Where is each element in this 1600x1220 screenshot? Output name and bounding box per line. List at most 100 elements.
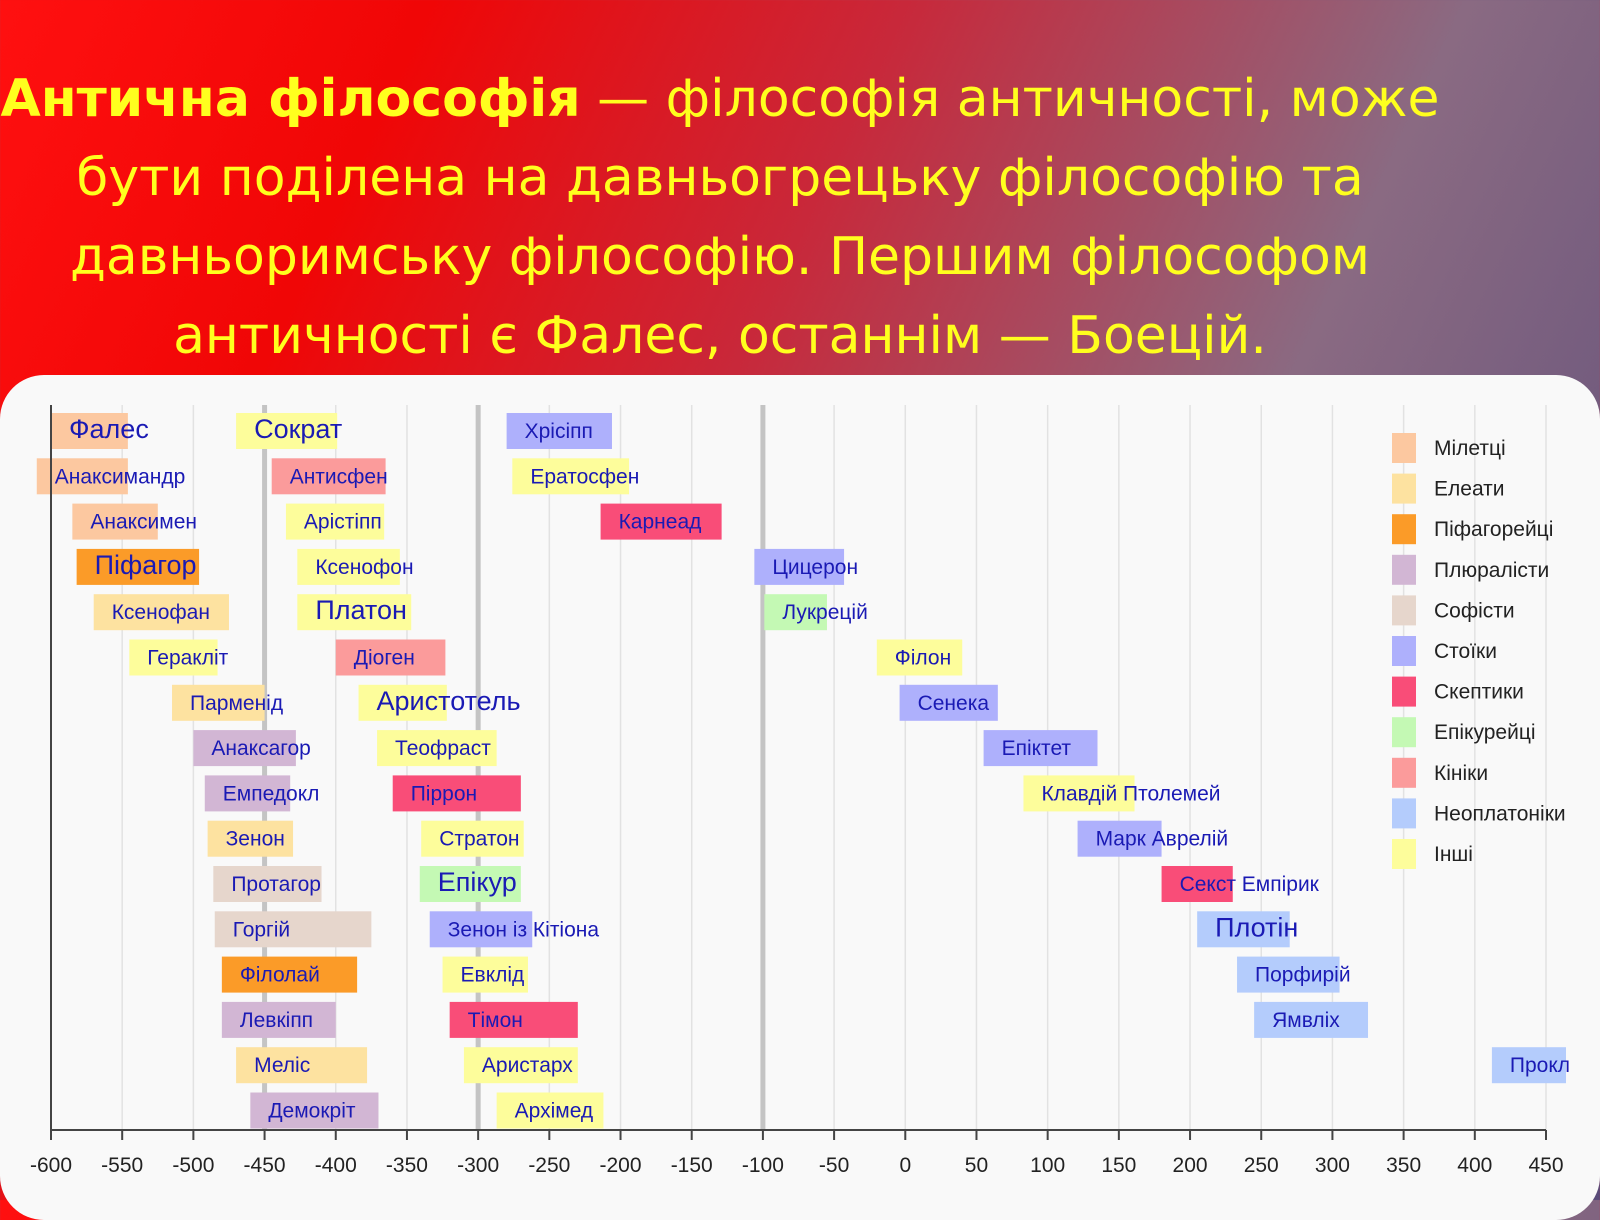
philosopher-label: Парменід <box>190 692 283 715</box>
x-tick-label: -250 <box>528 1154 570 1177</box>
philosopher-label: Архімед <box>515 1100 594 1123</box>
x-tick-label: 450 <box>1528 1154 1563 1177</box>
philosopher-label: Епікур <box>438 867 517 897</box>
philosopher-label: Зенон із Кітіона <box>448 918 600 941</box>
philosopher-label: Піфагор <box>95 550 197 580</box>
philosopher-bar <box>271 458 386 495</box>
philosopher-label: Аристотель <box>377 686 521 716</box>
philosopher-bar <box>221 956 358 993</box>
philosopher-label: Антисфен <box>290 465 388 488</box>
x-tick-label: 150 <box>1101 1154 1136 1177</box>
philosopher-label: Порфирій <box>1255 964 1351 987</box>
philosopher-bar <box>93 594 229 631</box>
legend-swatch <box>1392 595 1416 626</box>
philosopher-label: Левкіпп <box>240 1009 313 1032</box>
philosopher-bar <box>754 548 845 585</box>
philosopher-label: Теофраст <box>395 737 491 760</box>
legend-swatch <box>1392 514 1416 545</box>
philosopher-label: Сократ <box>254 414 342 444</box>
philosopher-label: Меліс <box>254 1054 310 1077</box>
legend-label: Скептики <box>1434 681 1524 704</box>
x-tick-label: 400 <box>1457 1154 1492 1177</box>
heading-text: — філософія античності, може бути поділе… <box>69 69 1440 366</box>
philosopher-label: Епіктет <box>1002 737 1072 760</box>
philosopher-bar <box>764 594 827 631</box>
legend-swatch <box>1392 717 1416 748</box>
legend-label: Стоїки <box>1434 640 1497 663</box>
philosopher-label: Ямвліх <box>1272 1009 1340 1032</box>
x-tick-label: -500 <box>172 1154 214 1177</box>
legend-label: Плюралісти <box>1434 559 1549 582</box>
legend-swatch <box>1392 839 1416 869</box>
philosopher-label: Ксенофан <box>112 601 210 624</box>
philosopher-bar <box>876 639 963 676</box>
philosopher-bar <box>297 594 412 631</box>
philosopher-label: Марк Аврелій <box>1096 828 1229 851</box>
legend-swatch <box>1392 676 1416 707</box>
philosopher-bar <box>419 866 521 902</box>
philosopher-label: Хрісіпп <box>525 420 593 443</box>
philosopher-bar <box>1491 1047 1566 1084</box>
x-tick-label: 50 <box>965 1154 988 1177</box>
philosopher-bar <box>214 911 372 948</box>
x-tick-label: -400 <box>315 1154 357 1177</box>
philosopher-bar <box>506 413 612 449</box>
x-tick-label: -600 <box>30 1154 72 1177</box>
philosopher-label: Філон <box>895 647 951 670</box>
philosopher-label: Аристарх <box>482 1054 573 1077</box>
x-tick-label: -150 <box>671 1154 713 1177</box>
legend-swatch <box>1392 473 1416 504</box>
philosopher-bar <box>204 775 291 812</box>
legend-label: Кініки <box>1434 762 1488 785</box>
x-tick-label: -550 <box>101 1154 143 1177</box>
philosopher-bar <box>358 684 447 721</box>
x-tick-label: 100 <box>1030 1154 1065 1177</box>
philosopher-bar <box>250 1092 379 1129</box>
philosopher-label: Емпедокл <box>223 782 320 805</box>
legend-label: Інші <box>1434 843 1473 866</box>
philosopher-bar <box>1197 911 1290 948</box>
philosopher-bar <box>172 684 265 721</box>
philosopher-bar <box>496 1092 604 1129</box>
philosopher-label: Демокріт <box>268 1100 356 1123</box>
philosopher-bar <box>1161 866 1233 902</box>
philosopher-label: Лукрецій <box>782 601 868 624</box>
x-tick-label: -350 <box>386 1154 428 1177</box>
philosopher-bar <box>983 730 1098 767</box>
philosopher-bar <box>600 503 722 540</box>
philosopher-label: Секст Емпірик <box>1180 873 1320 896</box>
x-tick-label: 200 <box>1173 1154 1208 1177</box>
legend-label: Софісти <box>1434 599 1515 622</box>
philosopher-bar <box>1254 1001 1369 1038</box>
legend-swatch <box>1392 636 1416 666</box>
x-tick-label: -300 <box>457 1154 499 1177</box>
philosopher-bar <box>335 639 446 676</box>
philosopher-bar <box>285 503 385 540</box>
philosopher-bar <box>236 413 338 449</box>
philosopher-label: Анаксимен <box>90 511 197 534</box>
philosopher-bar <box>442 956 528 993</box>
slide-heading: Антична філософія — філософія античності… <box>0 60 1440 376</box>
philosopher-label: Анаксимандр <box>55 465 186 488</box>
legend-label: Епікурейці <box>1434 721 1536 744</box>
philosopher-bar <box>899 684 998 721</box>
x-tick-label: -100 <box>742 1154 784 1177</box>
legend-label: Піфагорейці <box>1434 518 1553 541</box>
x-tick-label: -450 <box>244 1154 286 1177</box>
philosopher-bar <box>392 775 521 812</box>
philosopher-bar <box>193 730 296 767</box>
philosopher-label: Анаксагор <box>211 737 310 760</box>
philosopher-label: Зенон <box>226 828 285 851</box>
legend-label: Неоплатоніки <box>1434 802 1566 825</box>
x-tick-label: 250 <box>1244 1154 1279 1177</box>
philosopher-label: Сенека <box>918 692 990 715</box>
philosopher-bar <box>1023 775 1135 812</box>
philosopher-label: Діоген <box>354 647 415 670</box>
philosopher-label: Фалес <box>69 414 149 444</box>
philosopher-label: Філолай <box>240 964 320 987</box>
philosopher-bar <box>429 911 533 948</box>
philosopher-bar <box>449 1001 578 1038</box>
philosopher-label: Евклід <box>461 964 525 987</box>
philosopher-bar <box>213 866 322 902</box>
philosopher-label: Карнеад <box>619 511 702 534</box>
